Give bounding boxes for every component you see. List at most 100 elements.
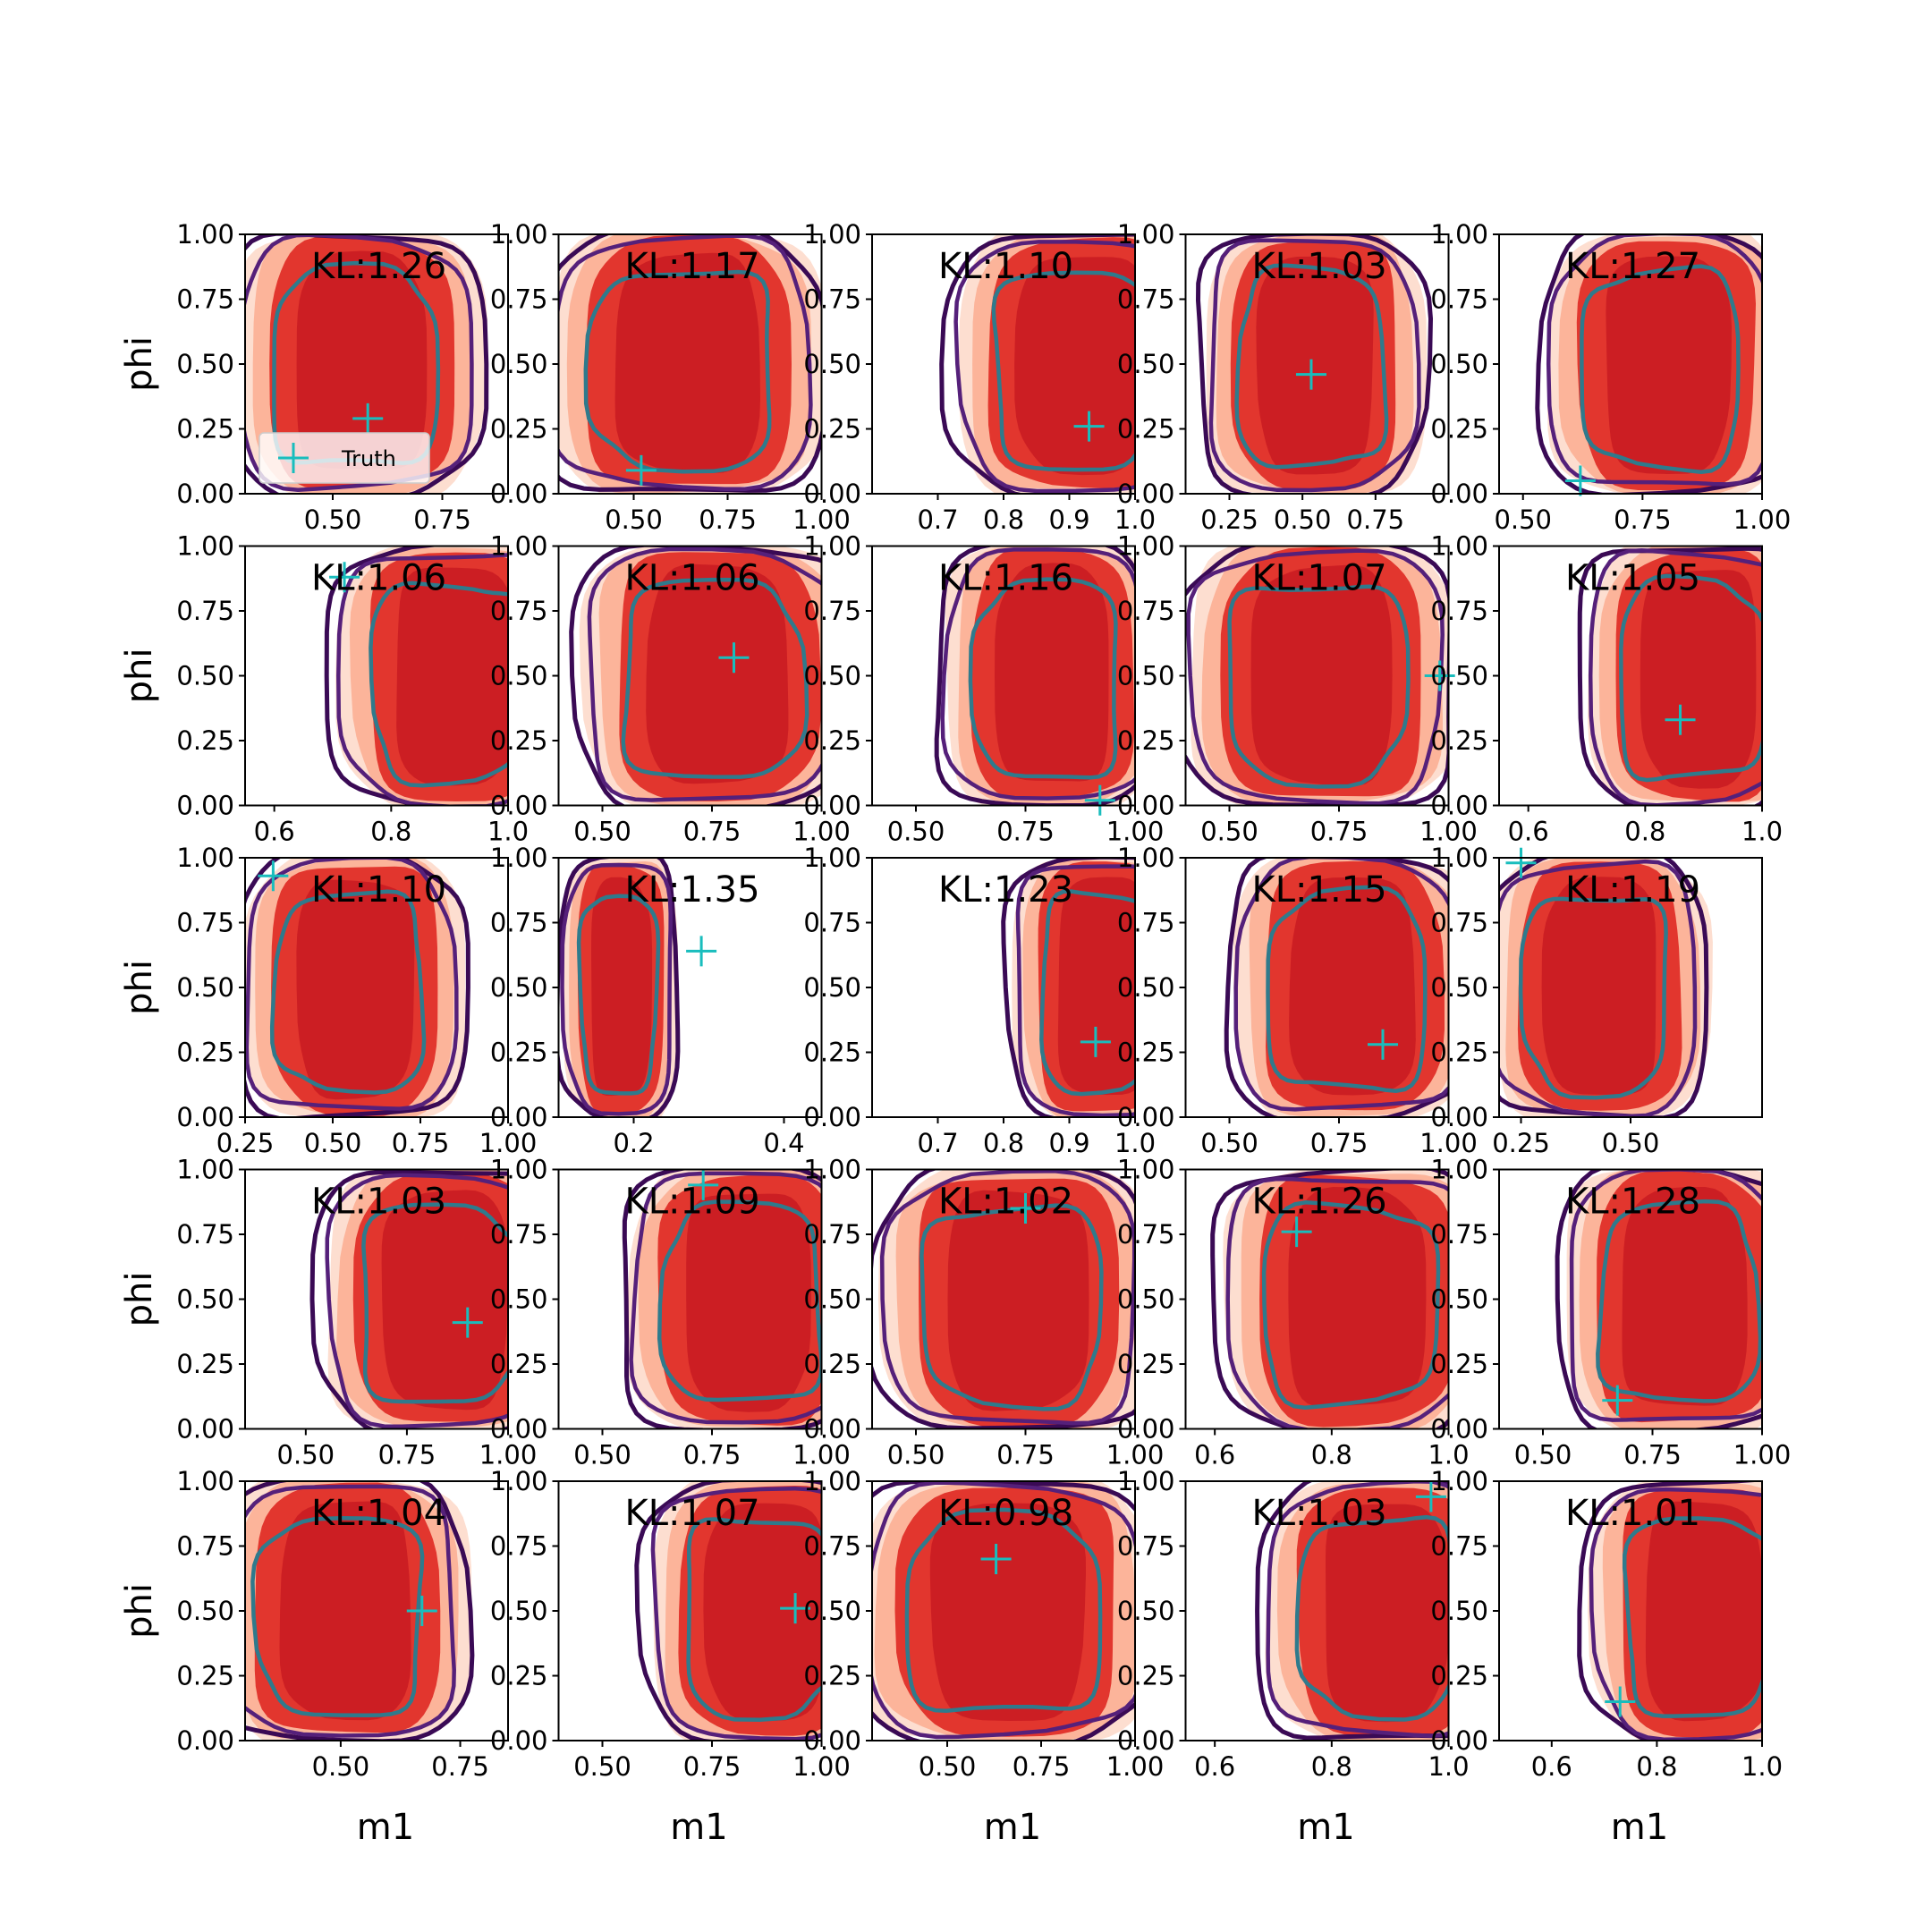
x-tick-label: 1.00 [792, 1440, 851, 1470]
density-region [1499, 858, 1713, 1117]
contour-middle [953, 240, 1135, 494]
y-tick-label: 0.75 [1430, 1531, 1488, 1562]
y-tick-label: 0.25 [490, 1349, 548, 1379]
y-tick-label: 1.00 [176, 843, 234, 873]
x-tick-label: 1.0 [1114, 504, 1156, 535]
density-region [1555, 1169, 1762, 1429]
contour-middle [1266, 1481, 1449, 1738]
panel-1-2: 0.00 0.25 0.50 0.75 1.00 0.50 0.75 1.00 KL:1.17 [490, 219, 851, 535]
x-tick-label: 1.00 [1106, 1440, 1165, 1470]
y-tick-label: 1.00 [803, 1155, 861, 1185]
y-tick-label: 0.00 [1117, 479, 1175, 509]
contour-inner [904, 1507, 1103, 1713]
kl-annotation: KL:1.03 [1252, 246, 1387, 287]
density-region [569, 546, 822, 806]
contour-outer [1499, 858, 1709, 1117]
y-tick-label: 0.25 [1430, 1661, 1488, 1691]
density-region [1210, 1169, 1449, 1429]
legend-truth-marker [278, 443, 309, 473]
y-tick-label: 0.25 [490, 725, 548, 756]
x-tick-label: 0.50 [887, 817, 945, 847]
y-tick-label: 0.50 [803, 1596, 861, 1626]
y-tick-label: 0.75 [1117, 596, 1175, 626]
contour-outer [245, 1481, 475, 1741]
y-tick-label: 0.25 [1117, 725, 1175, 756]
x-tick-label: 0.8 [983, 1128, 1024, 1158]
x-tick-label: 1.00 [1419, 1128, 1478, 1158]
y-tick-label: 1.00 [1117, 1466, 1175, 1496]
density-region [1577, 546, 1762, 806]
x-tick-label: 0.75 [1614, 504, 1672, 535]
x-tick-label: 0.75 [699, 504, 757, 535]
y-tick-label: 0.50 [803, 972, 861, 1003]
x-tick-label: 0.6 [1508, 817, 1549, 847]
y-tick-label: 0.50 [176, 349, 234, 379]
y-tick-label: 0.75 [1117, 1531, 1175, 1562]
y-tick-label: 0.75 [176, 284, 234, 315]
y-tick-label: 0.75 [1117, 908, 1175, 938]
y-tick-label: 0.50 [1117, 1596, 1175, 1626]
density-level-core [1326, 1504, 1449, 1723]
y-tick-label: 1.00 [490, 843, 548, 873]
truth-marker [1415, 1481, 1446, 1513]
y-tick-label: 0.00 [1430, 1725, 1488, 1756]
truth-marker [352, 402, 384, 434]
y-tick-label: 0.50 [490, 661, 548, 691]
truth-marker [1073, 411, 1105, 442]
truth-marker [1084, 784, 1115, 816]
density-level-core [1250, 564, 1393, 786]
contour-inner [1580, 264, 1741, 474]
y-tick-label: 0.75 [176, 1219, 234, 1250]
y-tick-label: 0.00 [803, 1102, 861, 1132]
x-tick-label: 0.50 [1200, 817, 1258, 847]
contour-inner [1261, 1200, 1441, 1411]
contour-outer [622, 1169, 822, 1429]
panel-4-5: 0.00 0.25 0.50 0.75 1.00 0.50 0.75 1.00 KL:1.28 [1430, 1155, 1791, 1470]
x-tick-label: 0.75 [1310, 817, 1368, 847]
y-tick-label: 1.00 [490, 531, 548, 562]
density-level-core [1256, 256, 1374, 475]
contour-outer [939, 234, 1135, 494]
truth-marker [1010, 1193, 1041, 1224]
contour-middle [587, 547, 822, 802]
y-tick-label: 1.00 [490, 1155, 548, 1185]
panel-1-4: 0.00 0.25 0.50 0.75 1.00 0.25 0.50 0.75 KL:1.03 [1117, 219, 1450, 535]
contour-middle [325, 1173, 508, 1429]
kl-annotation: KL:1.26 [311, 246, 446, 287]
y-tick-label: 0.00 [490, 791, 548, 821]
truth-marker [1564, 465, 1596, 496]
y-tick-label: 0.50 [1430, 349, 1488, 379]
truth-marker [1281, 1216, 1312, 1248]
y-tick-label: 1.00 [1430, 219, 1488, 250]
y-tick-label: 0.00 [1430, 791, 1488, 821]
y-tick-label: 0.75 [176, 1531, 234, 1562]
y-tick-label: 0.25 [490, 1038, 548, 1068]
contour-outer [872, 1481, 1135, 1741]
y-tick-label: 0.25 [1117, 1038, 1175, 1068]
contour-middle [940, 547, 1135, 801]
y-tick-label: 0.25 [803, 1661, 861, 1691]
y-tick-label: 0.50 [1117, 1284, 1175, 1315]
y-axis-label: phi [119, 648, 160, 704]
contour-middle [1588, 548, 1762, 806]
y-tick-label: 0.75 [803, 908, 861, 938]
panel-3-2: 0.00 0.25 0.50 0.75 1.00 0.2 0.4 KL:1.35 [490, 843, 823, 1158]
x-tick-label: 0.8 [1311, 1751, 1352, 1782]
y-tick-label: 0.75 [1430, 1219, 1488, 1250]
y-tick-label: 1.00 [803, 843, 861, 873]
x-tick-label: 0.50 [919, 1751, 977, 1782]
x-tick-label: 0.75 [1013, 1751, 1071, 1782]
y-tick-label: 0.75 [803, 1531, 861, 1562]
y-tick-label: 0.00 [1430, 479, 1488, 509]
kl-annotation: KL:1.17 [625, 246, 760, 287]
density-level-core [686, 1193, 811, 1412]
kl-annotation: KL:1.02 [938, 1182, 1073, 1223]
contour-inner [1039, 889, 1135, 1097]
contour-inner [250, 1515, 425, 1718]
density-level-core [279, 1501, 411, 1721]
density-region [1255, 1481, 1449, 1741]
contour-inner [361, 1202, 508, 1404]
contour-outer [558, 858, 681, 1117]
panel-4-3: 0.00 0.25 0.50 0.75 1.00 0.50 0.75 1.00 KL:1.02 [803, 1155, 1164, 1470]
x-tick-label: 0.7 [917, 1128, 958, 1158]
